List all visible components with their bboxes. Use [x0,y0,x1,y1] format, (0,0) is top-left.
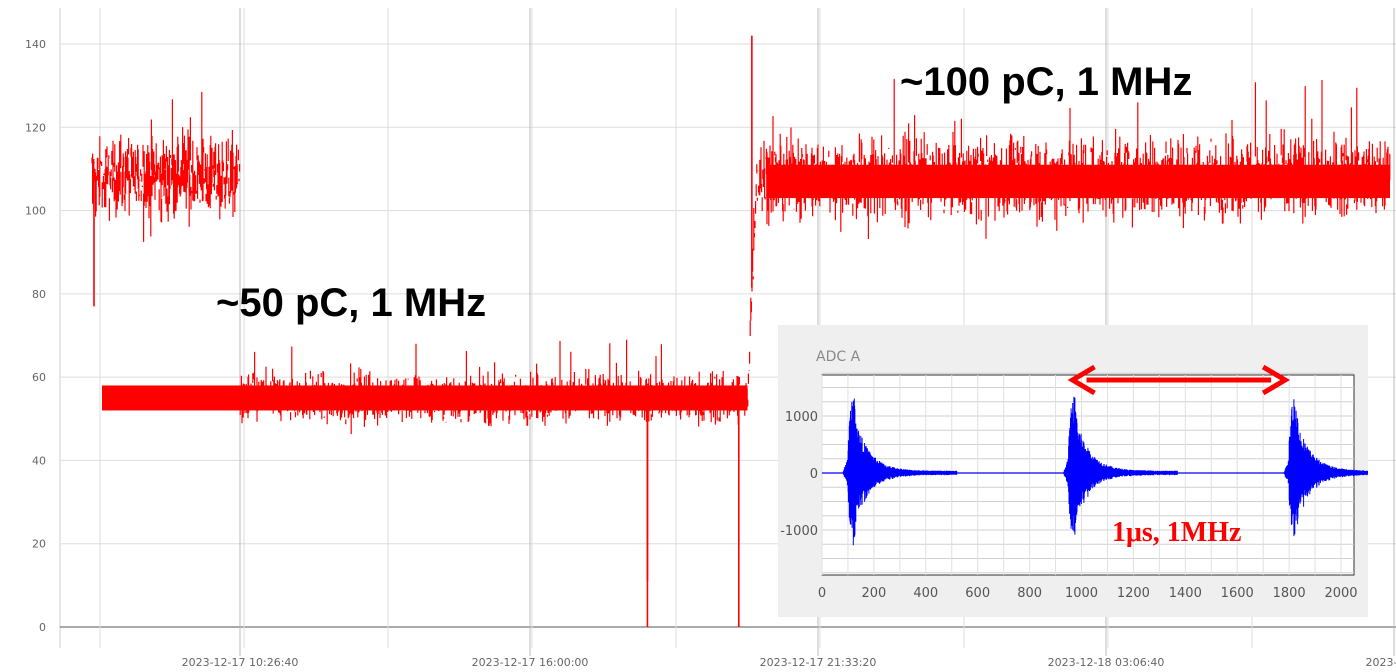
inset-y-tick-label: 0 [810,467,818,482]
inset-x-tick-label: 800 [1017,586,1042,601]
y-tick-label: 40 [32,454,46,467]
inset-chart: ADC A 0 200 400 600 800 1000 1200 1400 1600 1800 2… [780,349,1368,601]
x-tick-label: 2023-12-17 10:26:40 [182,656,299,669]
inset-series-blue [822,396,1368,546]
series-core-low [102,385,748,411]
inset-x-tick-label: 1400 [1169,586,1202,601]
inset-burst [1283,399,1368,537]
inset-title: ADC A [816,349,861,365]
main-x-ticks: 2023-12-17 10:26:40 2023-12-17 16:00:00 20… [182,656,1396,669]
period-arrow [1067,364,1291,396]
inset-y-tick-label: 1000 [785,410,818,425]
inset-x-tick-label: 1800 [1273,586,1306,601]
inset-adc-plot: ADC A 0 200 400 600 800 1000 1200 1400 1600 1800 2… [778,325,1368,617]
inset-ticks: 0 200 400 600 800 1000 1200 1400 1600 1800 2000 100… [780,410,1357,601]
arrow-head-left [1067,364,1096,396]
main-series-red [91,35,1391,627]
inset-annotation: 1μs, 1MHz [1112,517,1242,548]
inset-x-tick-label: 1600 [1221,586,1254,601]
x-tick-label: 2023-12-1 [1366,656,1396,669]
x-tick-label: 2023-12-17 21:33:20 [760,656,877,669]
arrow-head-right [1261,364,1291,396]
annotation-100pc: ~100 pC, 1 MHz [900,60,1193,104]
main-y-ticks: 0 20 40 60 80 100 120 140 [25,38,46,634]
inset-y-tick-label: -1000 [780,524,818,539]
y-tick-label: 120 [25,121,46,134]
y-tick-label: 60 [32,371,46,384]
series-core-high [766,164,1390,199]
y-tick-label: 20 [32,538,46,551]
inset-x-tick-label: 200 [861,586,886,601]
inset-x-tick-label: 1200 [1117,586,1150,601]
annotation-50pc: ~50 pC, 1 MHz [216,281,487,325]
inset-x-tick-label: 600 [965,586,990,601]
y-tick-label: 0 [39,621,46,634]
inset-burst [1063,396,1178,535]
inset-x-tick-label: 0 [818,586,826,601]
inset-x-tick-label: 400 [913,586,938,601]
x-tick-label: 2023-12-18 03:06:40 [1048,656,1165,669]
y-tick-label: 100 [25,205,46,218]
x-tick-label: 2023-12-17 16:00:00 [472,656,589,669]
y-tick-label: 80 [32,288,46,301]
y-tick-label: 140 [25,38,46,51]
inset-x-tick-label: 1000 [1065,586,1098,601]
inset-x-tick-label: 2000 [1324,586,1357,601]
inset-burst [842,398,958,546]
